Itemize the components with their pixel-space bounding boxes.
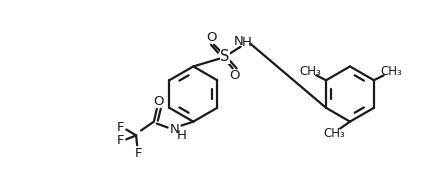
- Text: O: O: [206, 31, 216, 44]
- Text: N: N: [170, 123, 179, 136]
- Text: H: H: [176, 129, 187, 142]
- Text: CH₃: CH₃: [381, 65, 403, 78]
- Text: O: O: [230, 69, 240, 82]
- Text: S: S: [220, 49, 230, 64]
- Text: CH₃: CH₃: [299, 65, 321, 78]
- Text: CH₃: CH₃: [323, 127, 345, 140]
- Text: F: F: [117, 121, 124, 134]
- Text: O: O: [153, 95, 164, 108]
- Text: H: H: [242, 36, 251, 49]
- Text: F: F: [117, 134, 124, 147]
- Text: N: N: [234, 35, 244, 48]
- Text: F: F: [134, 147, 142, 160]
